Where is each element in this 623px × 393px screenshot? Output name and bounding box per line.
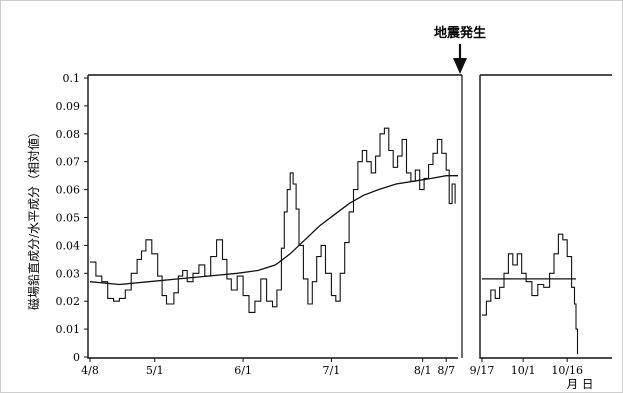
y-tick-label: 0.09 [56,100,81,113]
x-tick-label: 5/1 [146,364,164,377]
y-tick-label: 0.03 [56,267,81,280]
panel1-smooth-trend-line [89,175,458,286]
y-tick-label: 0.06 [56,184,81,197]
panel-before-earthquake: 4/8 5/1 6/1 7/1 8/1 8/7 [81,74,463,377]
y-tick-label: 0 [73,351,80,364]
y-tick-label: 0.07 [56,156,81,169]
y-tick-label: 0.05 [56,212,81,225]
x-tick-label: 7/1 [323,364,341,377]
x-tick-label: 9/17 [470,364,495,377]
panel1-x-ticks: 4/8 5/1 6/1 7/1 8/1 8/7 [81,358,455,377]
x-tick-label: 10/1 [511,364,536,377]
y-tick-label: 0.04 [56,239,81,252]
panel2-raw-series-line [482,233,579,355]
y-tick-label: 0.01 [56,323,81,336]
x-tick-label: 6/1 [234,364,252,377]
y-tick-label: 0.02 [56,295,81,308]
panel-after-earthquake: 9/17 10/1 10/16 [470,74,612,377]
x-axis-unit-label: 月 日 [567,377,594,391]
panel1-raw-series-line [90,127,456,313]
panel2-frame [479,74,612,359]
x-tick-label: 4/8 [81,364,99,377]
earthquake-label: 地震発生 [434,25,486,41]
panel1-frame [87,74,462,359]
earthquake-annotation: 地震発生 [434,25,486,74]
panel2-x-ticks: 9/17 10/1 10/16 [470,358,583,377]
y-axis-title: 磁場鉛直成分/水平成分（相対値） [26,126,41,310]
x-tick-label: 8/7 [437,364,455,377]
y-tick-label: 0.08 [56,128,81,141]
x-tick-label: 10/16 [551,364,583,377]
earthquake-arrow-head-icon [453,58,467,74]
y-tick-label: 0.1 [63,72,81,85]
y-axis-ticks: 0 0.01 0.02 0.03 0.04 0.05 0.06 0.07 0.08 0.09 0.1 [56,72,88,364]
x-tick-label: 8/1 [414,364,432,377]
